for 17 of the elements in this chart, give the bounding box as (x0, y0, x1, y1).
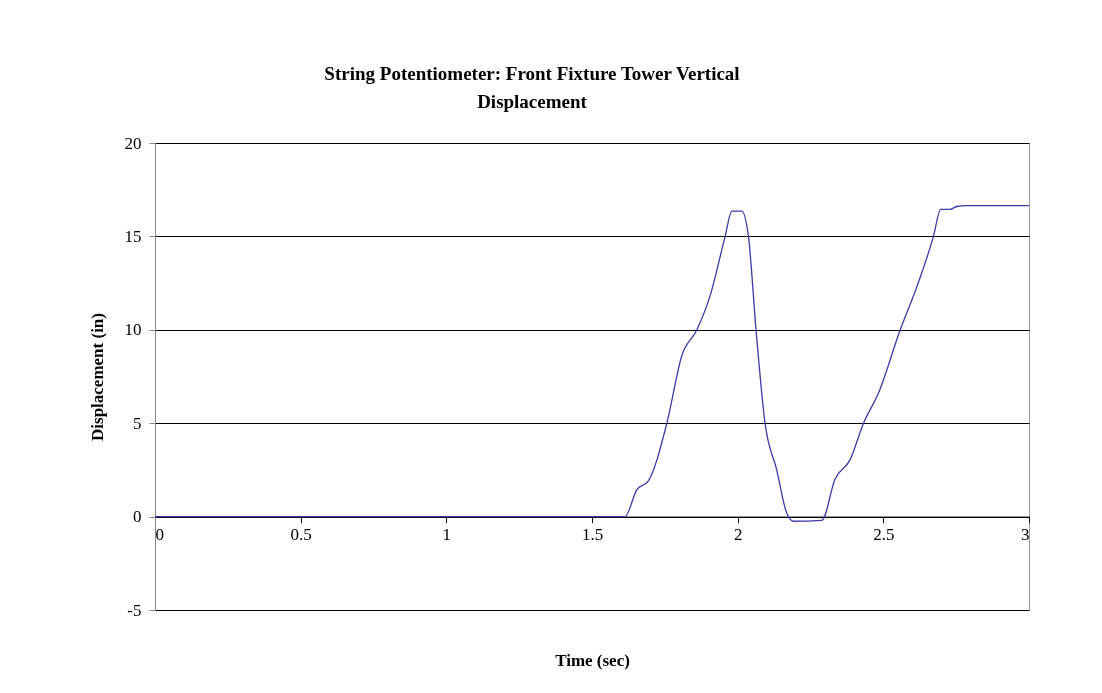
x-tick-label: 0 (155, 525, 164, 545)
x-tick-label: 3 (1021, 525, 1030, 545)
line-series (154, 204, 1030, 522)
x-tick-label: 2.5 (873, 525, 895, 545)
x-axis-title: Time (sec) (555, 651, 630, 671)
y-tick-label: 20 (124, 133, 142, 153)
x-tick-label: 1.5 (581, 525, 604, 545)
y-tick-label: 15 (124, 226, 142, 246)
x-tick-label: 2 (733, 525, 743, 545)
y-tick-label: -5 (127, 600, 142, 620)
y-tick-label: 0 (133, 507, 142, 527)
y-tick-label: 10 (124, 320, 142, 340)
y-axis-title: Displacement (in) (87, 313, 107, 441)
x-tick-label: 0.5 (290, 525, 312, 545)
y-tick-label: 5 (133, 413, 142, 433)
x-tick-label: 1 (442, 525, 452, 545)
chart-title: String Potentiometer: Front Fixture Tower Vertical Displacement (324, 63, 740, 112)
